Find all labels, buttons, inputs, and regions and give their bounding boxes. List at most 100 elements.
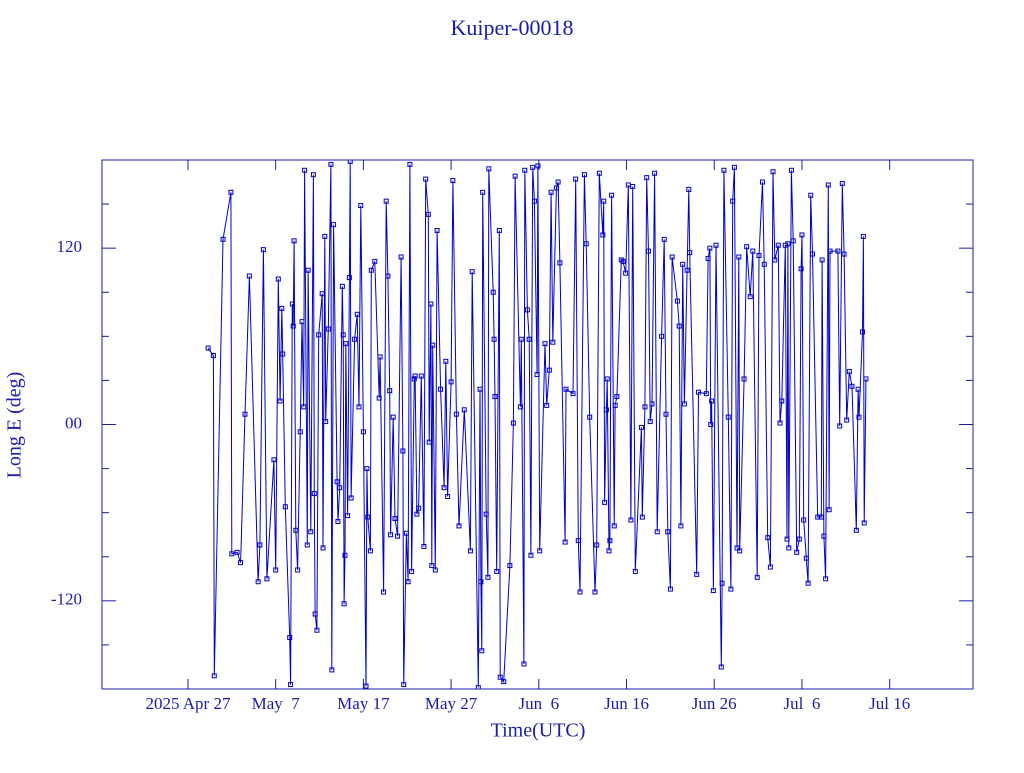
data-point [299,319,305,325]
data-point [713,242,719,248]
x-axis-label: Time(UTC) [491,720,586,742]
data-point [522,167,528,173]
data-point [412,373,418,379]
data-point [609,192,615,198]
data-point [377,354,383,360]
data-point [305,267,311,273]
data-point [496,228,502,234]
data-point [211,673,217,679]
data-point [681,401,687,407]
data-point [461,407,467,413]
data-point [510,420,516,426]
data-point [257,542,263,548]
data-point [583,241,589,247]
data-point [796,536,802,542]
data-point [654,529,660,535]
data-point [596,170,602,176]
data-point [288,682,294,688]
data-point [246,273,252,279]
data-point [798,266,804,272]
data-point [290,323,296,329]
data-point [841,251,847,257]
data-point [346,275,352,281]
data-point [411,376,417,382]
data-point [602,499,608,505]
data-point [825,182,831,188]
data-point [238,560,244,566]
data-point [483,511,489,517]
data-point [707,245,713,251]
data-point [475,685,481,689]
data-point [418,373,424,379]
data-point [220,236,226,242]
data-point [592,589,598,595]
data-point [277,398,283,404]
data-point [229,551,235,557]
data-point [809,251,815,257]
data-point [855,386,861,392]
data-point [456,523,462,529]
data-point [425,211,431,217]
data-point [734,545,740,551]
data-point [372,258,378,264]
data-point [638,424,644,430]
plot-area [205,160,869,689]
data-point [445,494,451,500]
data-point [835,248,841,254]
y-tick-label: 00 [65,413,82,432]
data-point [490,289,496,295]
data-point [665,529,671,535]
data-point [507,563,513,569]
data-point [430,342,436,348]
data-point [859,329,865,335]
data-point [205,345,211,351]
data-point [823,576,829,582]
data-point [736,254,742,260]
data-point [603,407,609,413]
data-point [311,491,317,497]
data-point [334,479,340,485]
data-point [779,398,785,404]
data-point [544,402,550,408]
data-point [364,466,370,472]
data-point [557,260,563,266]
data-point [295,567,301,573]
data-point [639,514,645,520]
data-point [528,552,534,558]
data-point [754,574,760,580]
data-point [676,323,682,329]
data-point [356,404,362,410]
data-point [416,505,422,511]
data-point [521,661,527,667]
data-point [856,414,862,420]
data-point [432,567,438,573]
data-point [775,242,781,248]
data-point [387,388,393,394]
data-point [846,369,852,375]
data-point [725,414,731,420]
data-point [358,203,364,209]
data-point [405,579,411,585]
data-point [287,635,293,641]
data-point [844,417,850,423]
data-point [492,394,498,400]
data-point [663,411,669,417]
data-point [606,548,612,554]
data-point [348,495,354,501]
data-point [853,527,859,533]
data-point [819,257,825,263]
data-point [604,376,610,382]
data-point [312,611,318,617]
data-point [777,420,783,426]
data-point [860,233,866,239]
data-point [325,326,331,332]
data-point [741,376,747,382]
data-point [731,164,737,170]
data-point [661,236,667,242]
data-point [354,311,360,317]
x-tick-label: May 17 [337,694,390,713]
data-point [573,176,579,182]
data-point [587,414,593,420]
data-point [570,391,576,397]
